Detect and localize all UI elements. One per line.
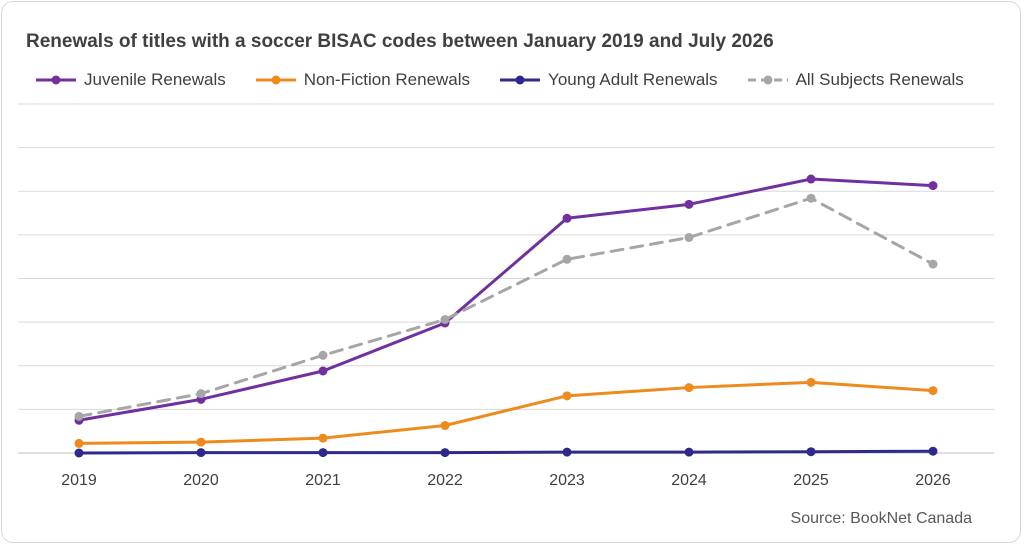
data-point: [684, 232, 694, 242]
series-line: [77, 449, 935, 455]
data-point: [806, 193, 816, 203]
data-point: [806, 447, 816, 457]
legend-label: Non-Fiction Renewals: [303, 70, 471, 89]
data-point: [928, 259, 938, 269]
data-point: [196, 437, 206, 447]
series-line: [77, 177, 935, 422]
series-line: [77, 196, 935, 418]
data-point: [562, 254, 572, 264]
data-point: [440, 421, 450, 431]
legend-marker-icon: [36, 75, 76, 85]
x-tick-label: 2021: [305, 472, 341, 489]
x-tick-label: 2023: [549, 472, 585, 489]
data-point: [318, 366, 328, 376]
data-point: [440, 448, 450, 458]
chart-legend: Juvenile Renewals Non-Fiction Renewals You…: [34, 68, 992, 92]
data-point: [318, 448, 328, 458]
series-line: [77, 380, 935, 445]
x-tick-label: 2022: [427, 472, 463, 489]
data-point: [684, 383, 694, 393]
legend-item: Juvenile Renewals: [34, 70, 226, 90]
legend-marker-icon: [255, 75, 296, 85]
data-point: [318, 433, 328, 443]
legend-item: Young Adult Renewals: [498, 70, 718, 90]
data-point: [440, 315, 450, 325]
x-tick-label: 2020: [183, 472, 219, 489]
data-point: [928, 181, 938, 191]
legend-item: Non-Fiction Renewals: [254, 70, 470, 90]
data-point: [562, 447, 572, 457]
data-point: [196, 448, 206, 458]
x-tick-label: 2026: [915, 472, 951, 489]
source-note: Source: BookNet Canada: [790, 510, 972, 527]
legend-marker-icon: [747, 75, 788, 85]
data-point: [562, 213, 572, 223]
x-tick-label: 2025: [793, 472, 829, 489]
legend-marker-icon: [500, 75, 541, 85]
data-point: [928, 386, 938, 396]
data-point: [196, 389, 206, 399]
data-point: [562, 391, 572, 401]
legend-label: Young Adult Renewals: [548, 70, 718, 89]
legend-item: All Subjects Renewals: [746, 70, 964, 90]
legend-label: Juvenile Renewals: [84, 70, 226, 89]
data-point: [806, 174, 816, 184]
data-point: [74, 448, 84, 458]
data-point: [928, 446, 938, 456]
data-point: [684, 447, 694, 457]
x-tick-label: 2024: [671, 472, 707, 489]
chart-title: Renewals of titles with a soccer BISAC c…: [26, 31, 774, 52]
legend-label: All Subjects Renewals: [795, 70, 964, 89]
data-point: [318, 350, 328, 360]
data-point: [684, 199, 694, 209]
data-point: [74, 411, 84, 421]
data-point: [74, 438, 84, 448]
data-point: [806, 377, 816, 387]
x-tick-label: 2019: [61, 472, 97, 489]
